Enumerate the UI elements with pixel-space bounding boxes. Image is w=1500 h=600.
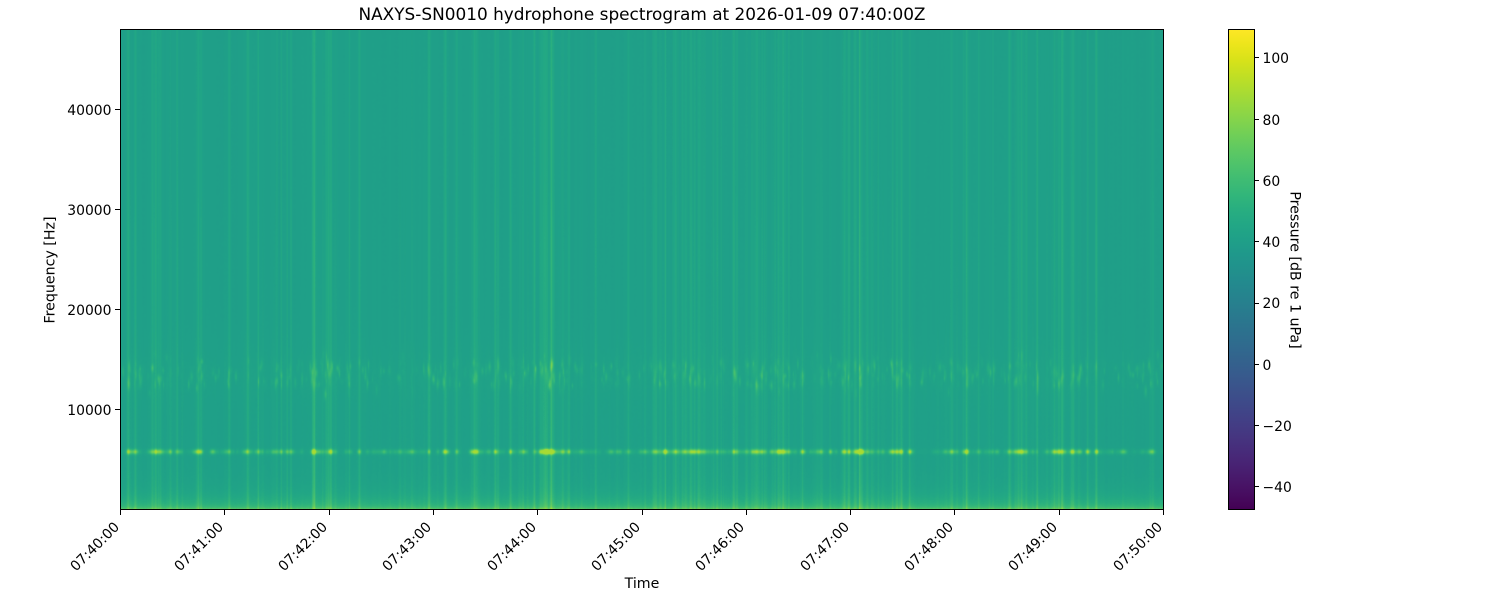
colorbar-tick-label: 60	[1262, 173, 1281, 190]
y-tick	[115, 309, 120, 310]
colorbar-tick-label: 80	[1262, 112, 1281, 129]
x-tick	[120, 509, 121, 515]
y-tick-label: 10000	[67, 402, 112, 419]
colorbar-tick-label: 100	[1262, 51, 1290, 68]
x-tick	[537, 509, 539, 515]
x-tick	[1058, 509, 1060, 515]
plot-frame	[120, 29, 1164, 510]
colorbar-tick-label: 40	[1262, 235, 1281, 252]
colorbar-tick	[1255, 118, 1259, 120]
colorbar-tick	[1255, 241, 1259, 243]
x-tick	[224, 509, 226, 515]
y-tick	[115, 409, 120, 410]
x-tick-label: 07:50:00	[1110, 519, 1166, 575]
colorbar-tick	[1255, 486, 1259, 488]
x-tick	[954, 509, 956, 515]
x-tick-label: 07:44:00	[484, 519, 540, 575]
colorbar-tick	[1255, 425, 1259, 427]
colorbar-tick-label: −40	[1262, 480, 1292, 497]
y-tick-label: 20000	[67, 302, 112, 319]
y-tick-label: 30000	[67, 202, 112, 219]
colorbar-tick-label: 0	[1262, 357, 1272, 374]
colorbar-label: Pressure [dB re 1 uPa]	[1286, 190, 1303, 349]
chart-title: NAXYS-SN0010 hydrophone spectrogram at 2…	[358, 3, 926, 24]
x-tick-label: 07:46:00	[692, 519, 749, 575]
colorbar-frame	[1228, 29, 1255, 510]
x-tick-label: 07:42:00	[275, 519, 332, 575]
x-tick-label: 07:45:00	[588, 519, 645, 575]
x-tick	[328, 509, 330, 515]
x-tick-label: 07:47:00	[797, 519, 853, 575]
colorbar-tick-label: 20	[1262, 296, 1281, 313]
spectrogram-heatmap	[120, 29, 1164, 510]
x-tick-label: 07:41:00	[171, 519, 227, 575]
x-axis-label: Time	[624, 576, 660, 592]
x-tick	[1163, 509, 1164, 515]
colorbar-tick-label: −20	[1262, 419, 1292, 436]
x-tick	[745, 509, 747, 515]
x-tick-label: 07:40:00	[67, 519, 123, 575]
x-tick	[432, 509, 434, 515]
colorbar-gradient	[1229, 30, 1254, 509]
x-tick	[641, 509, 643, 515]
y-tick-label: 40000	[67, 102, 112, 119]
x-tick-label: 07:43:00	[379, 519, 436, 575]
colorbar-tick	[1255, 179, 1259, 181]
y-tick	[115, 209, 120, 210]
y-tick	[115, 109, 120, 110]
x-tick-label: 07:49:00	[1005, 519, 1062, 575]
colorbar-tick	[1255, 57, 1259, 59]
x-tick-label: 07:48:00	[901, 519, 957, 575]
x-tick	[850, 509, 852, 515]
colorbar-tick	[1255, 363, 1259, 365]
colorbar-tick	[1255, 302, 1259, 304]
y-axis-label: Frequency [Hz]	[42, 216, 59, 323]
